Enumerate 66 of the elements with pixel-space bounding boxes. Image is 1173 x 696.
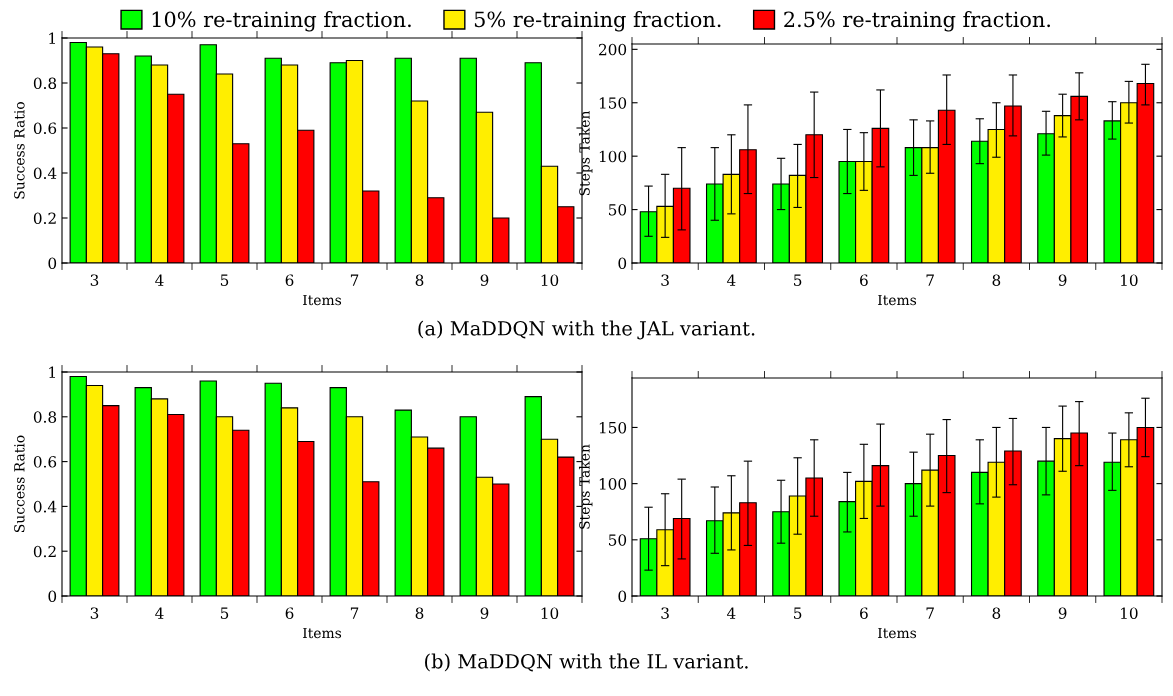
x-tick-label: 9 [480, 274, 489, 286]
legend-label: 5% re-training fraction. [474, 11, 721, 32]
x-tick-label: 3 [90, 607, 99, 619]
x-axis-title: Items [302, 294, 342, 306]
y-tick-label: 0.2 [33, 212, 56, 225]
y-axis-title: Steps Taken [578, 110, 593, 196]
y-tick-label: 0.8 [33, 77, 57, 90]
x-tick-label: 8 [992, 607, 1001, 619]
x-axis-title: Items [302, 627, 342, 639]
y-tick-label: 0.8 [33, 411, 57, 423]
y-axis-title: Steps Taken [578, 444, 593, 529]
y-tick-label: 1 [49, 366, 55, 378]
y-tick-label: 100 [599, 478, 627, 490]
x-tick-label: 4 [726, 607, 736, 619]
y-tick-label: 150 [599, 97, 627, 109]
y-axis-title: Success Ratio [14, 102, 25, 199]
text: (a) MaDDQN with the JAL variant. [418, 320, 755, 340]
x-tick-label: 8 [992, 274, 1001, 286]
y-tick-label: 0 [48, 257, 57, 270]
x-tick-label: 6 [285, 274, 294, 286]
x-tick-label: 10 [1121, 607, 1138, 619]
x-tick-label: 7 [350, 607, 359, 619]
x-tick-label: 7 [350, 274, 359, 286]
legend-label: 10% re-training fraction. [152, 11, 411, 32]
y-tick-label: 200 [599, 43, 627, 56]
x-tick-label: 4 [726, 274, 736, 286]
x-tick-label: 3 [661, 607, 669, 619]
x-tick-label: 6 [285, 607, 294, 619]
x-tick-label: 9 [480, 607, 489, 619]
x-tick-label: 3 [661, 274, 669, 286]
y-tick-label: 0 [618, 590, 627, 603]
x-tick-label: 6 [860, 607, 868, 619]
x-tick-label: 6 [860, 274, 868, 286]
x-tick-label: 4 [155, 274, 164, 286]
y-tick-label: 0 [618, 257, 627, 270]
y-tick-label: 0.6 [33, 456, 57, 468]
y-tick-label: 0 [48, 590, 57, 603]
x-tick-label: 5 [220, 607, 229, 619]
text: (b) MaDDQN with the IL variant. [425, 653, 748, 672]
x-tick-label: 9 [1058, 274, 1067, 286]
y-tick-label: 100 [599, 150, 627, 163]
x-tick-label: 5 [794, 274, 802, 286]
x-tick-label: 7 [926, 607, 934, 619]
y-tick-label: 150 [599, 421, 627, 434]
y-tick-label: 0.4 [33, 167, 57, 180]
y-tick-label: 50 [609, 534, 627, 546]
x-tick-label: 5 [794, 607, 802, 619]
x-tick-label: 10 [1121, 274, 1138, 286]
y-tick-label: 0.2 [33, 545, 56, 558]
y-tick-label: 0.6 [33, 122, 57, 135]
y-tick-label: 50 [609, 204, 627, 216]
y-tick-label: 0.4 [33, 500, 57, 513]
x-tick-label: 8 [415, 274, 424, 286]
y-tick-label: 1 [49, 32, 55, 44]
x-tick-label: 9 [1058, 607, 1067, 619]
x-axis-title: Items [877, 294, 917, 306]
legend-label: 2.5% re-training fraction. [784, 11, 1050, 32]
x-tick-label: 4 [155, 607, 164, 619]
x-tick-label: 3 [90, 274, 99, 286]
x-tick-label: 10 [541, 607, 559, 619]
y-axis-title: Success Ratio [14, 435, 25, 532]
x-axis-title: Items [877, 627, 917, 639]
x-tick-label: 10 [541, 274, 559, 286]
x-tick-label: 7 [926, 274, 934, 286]
x-tick-label: 8 [415, 607, 424, 619]
x-tick-label: 5 [220, 274, 229, 286]
